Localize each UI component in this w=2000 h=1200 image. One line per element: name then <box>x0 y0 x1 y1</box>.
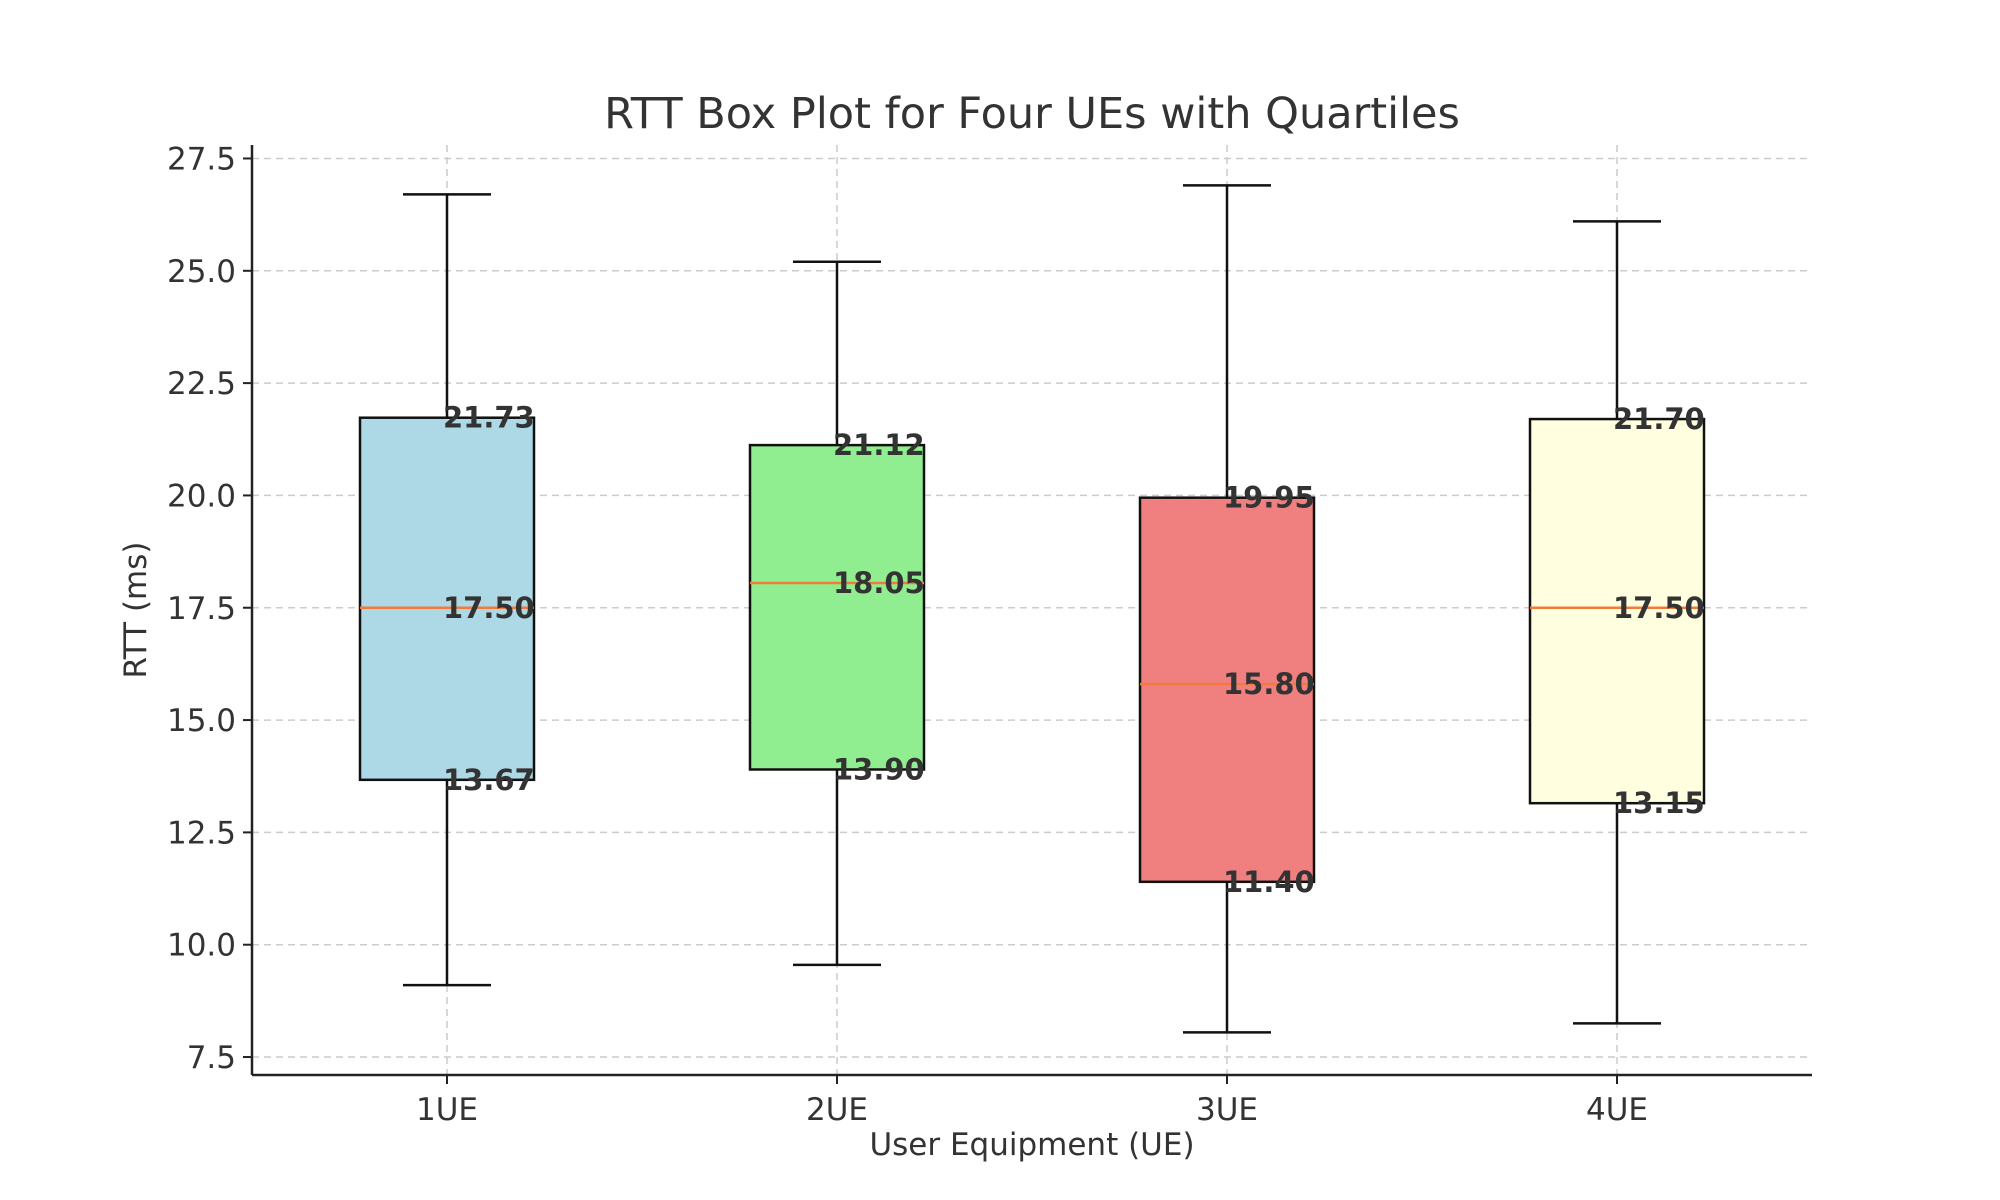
quartile-labels: 21.73 17.50 13.67 21.12 18.05 13.90 19.95 15.80… <box>443 401 1705 899</box>
q3-label: 19.95 <box>1223 481 1315 515</box>
iqr-box <box>358 416 536 782</box>
x-tick-label: 3UE <box>1196 1092 1258 1128</box>
y-tick-label: 22.5 <box>167 366 236 402</box>
median-label: 15.80 <box>1223 667 1315 701</box>
x-tick-label: 1UE <box>416 1092 478 1128</box>
y-axis-label: RTT (ms) <box>118 541 154 678</box>
ticks: 7.5 10.0 12.5 15.0 17.5 20.0 22.5 25.0 27.5 1UE 2U… <box>167 141 1648 1128</box>
box-2UE <box>748 260 926 967</box>
x-axis-label: User Equipment (UE) <box>869 1127 1194 1163</box>
y-tick-label: 27.5 <box>167 141 236 177</box>
iqr-box <box>1138 496 1316 884</box>
q3-label: 21.70 <box>1613 402 1705 436</box>
median-label: 17.50 <box>1613 591 1705 625</box>
box-series <box>358 184 1706 1034</box>
chart-title: RTT Box Plot for Four UEs with Quartiles <box>604 89 1460 139</box>
q1-label: 11.40 <box>1223 865 1315 899</box>
q3-label: 21.73 <box>443 401 535 435</box>
y-tick-label: 10.0 <box>167 928 236 964</box>
iqr-box <box>1528 417 1706 805</box>
x-tick-label: 2UE <box>806 1092 868 1128</box>
y-tick-label: 7.5 <box>187 1040 236 1076</box>
axes <box>250 145 1812 1077</box>
q3-label: 21.12 <box>833 428 925 462</box>
y-tick-label: 25.0 <box>167 254 236 290</box>
median-label: 18.05 <box>833 566 925 600</box>
y-tick-label: 17.5 <box>167 591 236 627</box>
y-tick-label: 15.0 <box>167 703 236 739</box>
x-tick-label: 4UE <box>1586 1092 1648 1128</box>
q1-label: 13.67 <box>443 763 535 797</box>
box-3UE <box>1138 184 1316 1034</box>
iqr-box <box>748 443 926 771</box>
y-tick-label: 20.0 <box>167 478 236 514</box>
median-label: 17.50 <box>443 591 535 625</box>
box-4UE <box>1528 220 1706 1025</box>
q1-label: 13.15 <box>1613 786 1705 820</box>
q1-label: 13.90 <box>833 752 925 786</box>
box-1UE <box>358 193 536 987</box>
y-tick-label: 12.5 <box>167 815 236 851</box>
